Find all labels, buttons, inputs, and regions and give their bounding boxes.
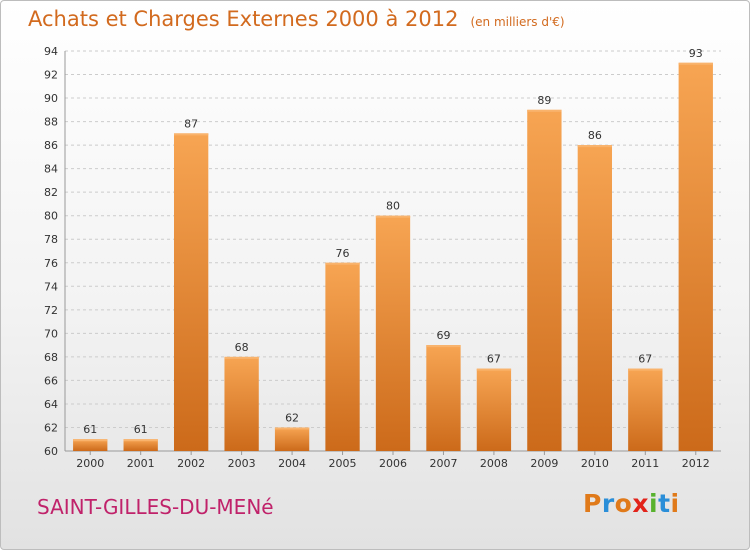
y-tick-label: 94 xyxy=(44,45,58,58)
bar-highlight xyxy=(527,109,562,112)
bar-highlight xyxy=(224,356,259,359)
bar xyxy=(476,368,512,451)
bar-highlight xyxy=(173,133,209,136)
bar-value-label: 89 xyxy=(537,94,551,107)
bar xyxy=(628,368,663,451)
bar xyxy=(274,427,310,451)
x-tick-label: 2000 xyxy=(76,457,104,470)
town-name: SAINT-GILLES-DU-MENé xyxy=(37,495,274,519)
y-tick-label: 72 xyxy=(44,304,58,317)
bar-value-label: 86 xyxy=(588,129,602,142)
bar xyxy=(173,133,209,451)
bar xyxy=(678,62,713,451)
bar-value-label: 69 xyxy=(436,329,450,342)
bar-value-label: 80 xyxy=(386,200,400,213)
y-tick-label: 66 xyxy=(44,374,58,387)
bar-highlight xyxy=(476,368,512,371)
x-tick-label: 2006 xyxy=(379,457,407,470)
proxiti-logo: Proxiti xyxy=(583,489,680,518)
y-tick-label: 82 xyxy=(44,186,58,199)
bar-value-label: 67 xyxy=(487,353,501,366)
y-tick-label: 92 xyxy=(44,69,58,82)
bar xyxy=(375,215,411,451)
y-tick-label: 64 xyxy=(44,398,58,411)
bar xyxy=(123,439,158,451)
bar-value-label: 61 xyxy=(83,423,97,436)
y-tick-label: 74 xyxy=(44,280,58,293)
logo-letter: i xyxy=(670,489,680,518)
bar-highlight xyxy=(375,215,411,218)
chart-title-text: Achats et Charges Externes 2000 à 2012 xyxy=(28,7,459,31)
x-tick-label: 2005 xyxy=(329,457,357,470)
bar xyxy=(325,262,360,451)
x-tick-label: 2001 xyxy=(127,457,155,470)
y-tick-label: 90 xyxy=(44,92,58,105)
y-tick-label: 86 xyxy=(44,139,58,152)
x-tick-label: 2004 xyxy=(278,457,306,470)
x-tick-label: 2010 xyxy=(581,457,609,470)
x-tick-label: 2008 xyxy=(480,457,508,470)
bar-value-label: 62 xyxy=(285,411,299,424)
logo-letter: x xyxy=(632,489,649,518)
bar xyxy=(426,345,461,451)
bar-highlight xyxy=(73,439,108,442)
x-tick-label: 2002 xyxy=(177,457,205,470)
bar-highlight xyxy=(628,368,663,371)
bar-highlight xyxy=(123,439,158,442)
logo-letter: r xyxy=(601,489,615,518)
x-tick-label: 2011 xyxy=(631,457,659,470)
x-tick-label: 2007 xyxy=(429,457,457,470)
y-tick-label: 78 xyxy=(44,233,58,246)
x-tick-label: 2009 xyxy=(530,457,558,470)
bar-highlight xyxy=(577,145,613,148)
x-tick-label: 2003 xyxy=(228,457,256,470)
y-tick-label: 62 xyxy=(44,421,58,434)
y-tick-label: 76 xyxy=(44,257,58,270)
logo-letter: i xyxy=(649,489,659,518)
bar-value-label: 93 xyxy=(689,47,703,60)
bar xyxy=(527,109,562,451)
y-tick-label: 80 xyxy=(44,210,58,223)
logo-letter: t xyxy=(658,489,671,518)
y-tick-label: 60 xyxy=(44,445,58,458)
bar-value-label: 76 xyxy=(336,247,350,260)
bar-value-label: 68 xyxy=(235,341,249,354)
bar-highlight xyxy=(426,345,461,348)
y-tick-label: 68 xyxy=(44,351,58,364)
chart-unit: (en milliers d'€) xyxy=(470,15,565,29)
bar-value-label: 67 xyxy=(638,353,652,366)
y-tick-label: 84 xyxy=(44,163,58,176)
bar-highlight xyxy=(325,262,360,265)
bar xyxy=(577,145,613,451)
x-tick-label: 2012 xyxy=(682,457,710,470)
chart-title: Achats et Charges Externes 2000 à 2012 (e… xyxy=(28,7,565,31)
bar-highlight xyxy=(274,427,310,430)
y-tick-label: 88 xyxy=(44,116,58,129)
bar-highlight xyxy=(678,62,713,65)
y-tick-label: 70 xyxy=(44,327,58,340)
bar xyxy=(73,439,108,451)
logo-letter: o xyxy=(614,489,633,518)
bar xyxy=(224,356,259,451)
bar-value-label: 61 xyxy=(134,423,148,436)
bar-value-label: 87 xyxy=(184,117,198,130)
logo-letter: P xyxy=(583,489,602,518)
